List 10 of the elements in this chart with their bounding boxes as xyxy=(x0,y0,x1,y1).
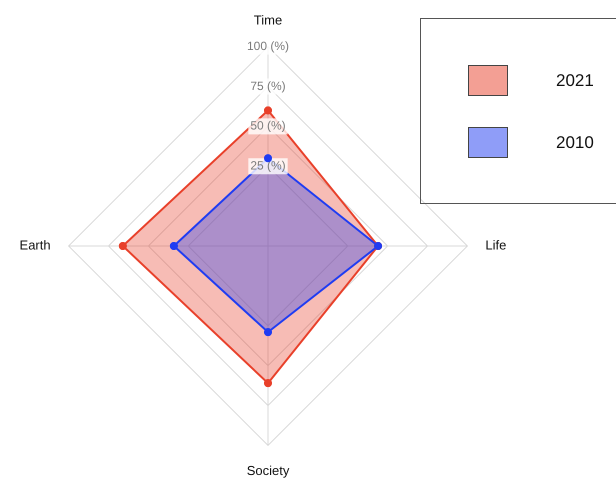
spoke-label: Time xyxy=(254,12,282,28)
text: 2010 xyxy=(556,132,594,152)
y-tick-label: 25 (%) xyxy=(250,158,286,173)
y-tick-label: 75 (%) xyxy=(250,78,286,93)
y-tick-label: 50 (%) xyxy=(250,118,286,133)
spoke-label: Life xyxy=(485,238,506,253)
spoke-label: Earth xyxy=(20,238,51,253)
spoke-label: Society xyxy=(246,462,290,478)
text: 2021 xyxy=(556,70,594,90)
y-tick-label: 100 (%) xyxy=(246,38,290,53)
